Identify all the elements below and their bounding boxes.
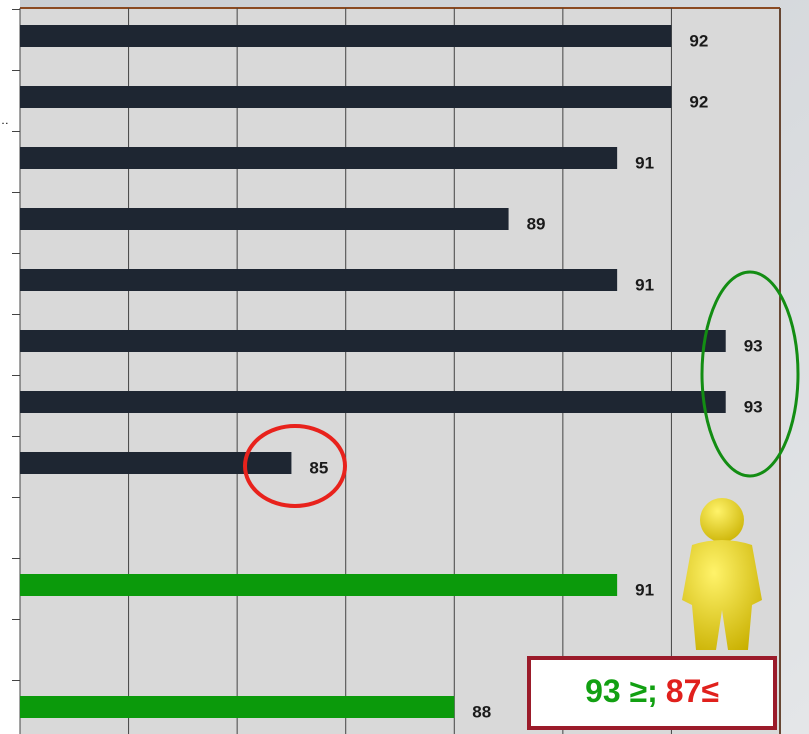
plot-area [20, 8, 780, 734]
annotation: 93 ≥; 87≤ [585, 673, 719, 709]
annotation-part: 87≤ [666, 673, 719, 709]
bars: 92 … 92 91 89 91 93 93 85 91 88 [0, 25, 763, 721]
bar [20, 208, 509, 230]
bar [20, 147, 618, 169]
annotation-part: 93 ≥; [585, 673, 658, 709]
value-label: 91 [635, 580, 654, 599]
value-label: 93 [744, 397, 763, 416]
bar [20, 391, 726, 413]
grid [12, 8, 781, 734]
value-label: 92 [689, 31, 708, 50]
value-label: 85 [309, 458, 328, 477]
value-label: 93 [744, 336, 763, 355]
highlight-circle [243, 424, 347, 508]
value-label: 91 [635, 153, 654, 172]
bar [20, 269, 618, 291]
left-margin [0, 0, 20, 734]
highlight-ellipse [700, 270, 800, 478]
value-label: 92 [689, 92, 708, 111]
bar [20, 452, 292, 474]
value-label: 91 [635, 275, 654, 294]
bar [20, 86, 672, 108]
bar [20, 330, 726, 352]
annotation-box [527, 656, 777, 730]
bar [20, 574, 618, 596]
y-tick-label: … [0, 113, 9, 127]
bar [20, 25, 672, 47]
bar [20, 696, 455, 718]
value-label: 89 [527, 214, 546, 233]
person-icon [682, 498, 762, 650]
value-label: 88 [472, 702, 491, 721]
